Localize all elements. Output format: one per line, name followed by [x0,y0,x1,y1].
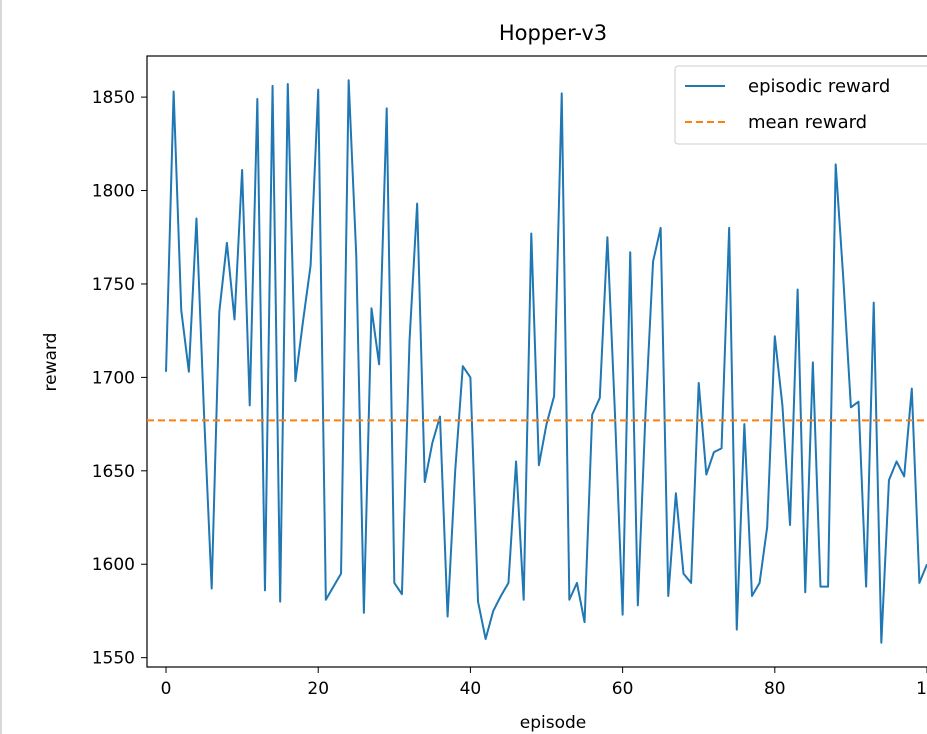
x-tick-label: 10 [916,679,927,699]
x-tick-label: 80 [764,679,786,699]
y-axis-label: reward [41,333,61,392]
series-episodic-reward-line [165,79,927,644]
y-tick-label: 1550 [92,649,135,669]
x-tick-label: 40 [460,679,482,699]
y-tick-label: 1650 [92,462,135,482]
legend: episodic reward mean reward [674,65,927,145]
chart-title: Hopper-v3 [499,21,607,45]
left-edge-rule [0,0,2,734]
x-tick-label: 60 [612,679,634,699]
x-tick-label: 20 [307,679,329,699]
legend-label-mean-reward: mean reward [748,112,867,133]
legend-label-episodic-reward: episodic reward [748,76,890,97]
y-tick-label: 1850 [92,88,135,108]
y-tick-label: 1600 [92,555,135,575]
x-tick-label: 0 [161,679,172,699]
x-axis-label: episode [520,713,586,733]
x-axis-ticks: 0 20 40 60 80 10 [161,667,927,699]
legend-box [674,65,927,145]
y-axis-ticks: 1550 1600 1650 1700 1750 1800 1850 [92,88,147,669]
y-tick-label: 1700 [92,368,135,388]
y-tick-label: 1800 [92,182,135,202]
series-layer [147,79,927,644]
y-tick-label: 1750 [92,275,135,295]
